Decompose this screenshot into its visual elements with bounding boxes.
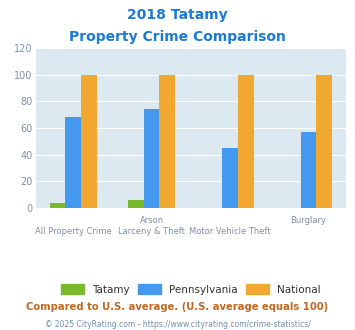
Bar [65, 117, 81, 208]
Bar [50, 203, 65, 208]
Bar [128, 200, 144, 208]
Bar [144, 109, 159, 208]
Bar [159, 75, 175, 208]
Text: 2018 Tatamy: 2018 Tatamy [127, 8, 228, 22]
Bar [222, 148, 238, 208]
Text: Burglary: Burglary [290, 216, 327, 225]
Bar [238, 75, 253, 208]
Text: All Property Crime: All Property Crime [35, 227, 111, 236]
Text: Compared to U.S. average. (U.S. average equals 100): Compared to U.S. average. (U.S. average … [26, 302, 329, 312]
Legend: Tatamy, Pennsylvania, National: Tatamy, Pennsylvania, National [56, 280, 325, 299]
Bar [81, 75, 97, 208]
Text: Motor Vehicle Theft: Motor Vehicle Theft [189, 227, 271, 236]
Text: Arson: Arson [140, 216, 164, 225]
Text: Property Crime Comparison: Property Crime Comparison [69, 30, 286, 44]
Bar [301, 132, 316, 208]
Text: © 2025 CityRating.com - https://www.cityrating.com/crime-statistics/: © 2025 CityRating.com - https://www.city… [45, 320, 310, 329]
Bar [316, 75, 332, 208]
Text: Larceny & Theft: Larceny & Theft [118, 227, 185, 236]
